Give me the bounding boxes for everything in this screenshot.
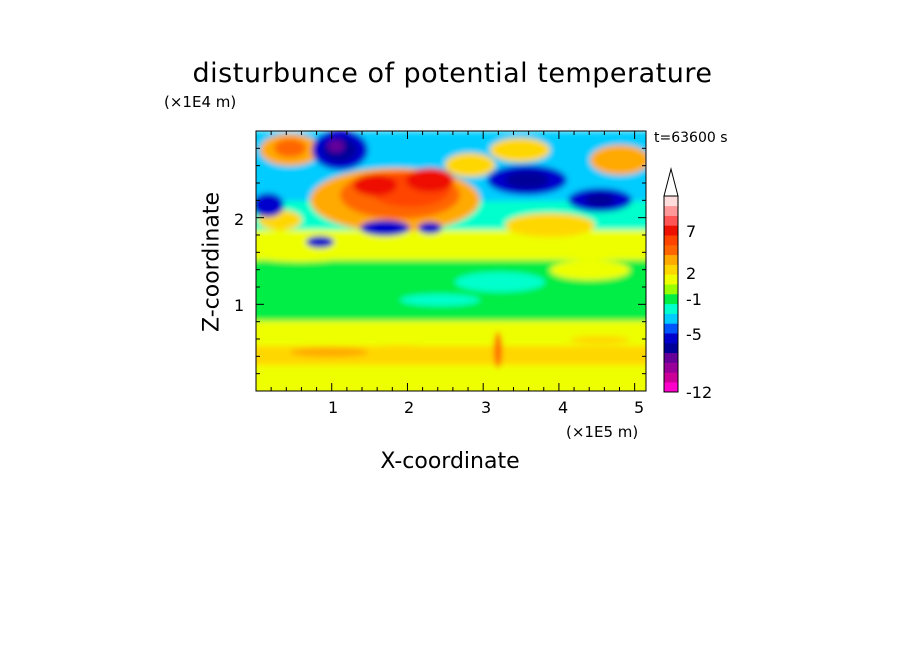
warm-column (494, 332, 502, 368)
colorbar-swatch (664, 352, 678, 363)
field-cell (590, 145, 646, 175)
layer-bottom (256, 360, 646, 391)
field-cell (490, 138, 550, 162)
plot-frame (255, 130, 647, 392)
colorbar-label: -1 (686, 290, 702, 309)
colorbar-swatch (664, 303, 678, 314)
colorbar-swatch (664, 382, 678, 393)
colorbar-swatch (664, 333, 678, 344)
colorbar-swatch (664, 245, 678, 256)
x-tick-label: 1 (328, 398, 339, 417)
colorbar-swatch (664, 235, 678, 246)
field-cell (425, 234, 495, 246)
colorbar-swatch (664, 196, 678, 207)
colorbar-swatch (664, 264, 678, 275)
colorbar-swatch (664, 254, 678, 265)
colorbar (663, 167, 679, 393)
field-cell (505, 171, 549, 189)
colorbar-label: 2 (686, 264, 697, 283)
colorbar-swatch (664, 323, 678, 334)
field-cell (400, 294, 480, 306)
x-tick-label: 3 (481, 398, 492, 417)
y-tick-label: 2 (234, 210, 245, 229)
field-cell (406, 168, 454, 192)
field-cell (256, 193, 284, 217)
field-cell (306, 236, 334, 248)
field-cell (505, 213, 595, 237)
colorbar-label: -5 (686, 325, 702, 344)
orange-streak (290, 347, 370, 357)
colorbar-frame (663, 195, 679, 393)
y-axis-label: Z-coordinate (199, 192, 225, 332)
colorbar-label: -12 (686, 383, 713, 402)
x-tick-label: 2 (404, 398, 415, 417)
colorbar-swatch (664, 294, 678, 305)
colorbar-swatch (664, 274, 678, 285)
field-cell (418, 222, 442, 234)
x-scale-label: (×1E5 m) (566, 423, 639, 441)
colorbar-label: 7 (686, 222, 697, 241)
colorbar-extension (663, 167, 679, 197)
colorbar-swatch (664, 284, 678, 295)
time-label: t=63600 s (654, 130, 728, 146)
chart-title: disturbunce of potential temperature (192, 58, 713, 89)
field-cell (445, 153, 495, 177)
colorbar-swatch (664, 313, 678, 324)
y-tick-label: 1 (234, 296, 245, 315)
field-cell (585, 193, 615, 207)
colorbar-swatch (664, 205, 678, 216)
y-scale-label: (×1E4 m) (164, 93, 237, 111)
colorbar-swatch (664, 215, 678, 226)
field-cell (550, 260, 630, 280)
colorbar-swatch (664, 362, 678, 373)
cyan-streak (455, 272, 545, 292)
contour-field (256, 131, 646, 391)
axis-ticks (256, 131, 646, 391)
x-tick-label: 5 (634, 398, 645, 417)
field-cell (360, 220, 410, 236)
colorbar-swatch (664, 372, 678, 383)
field-cell (328, 140, 344, 152)
field-cell (353, 174, 397, 196)
x-axis-label: X-coordinate (380, 449, 520, 474)
yellow-tongue (256, 238, 360, 262)
colorbar-swatch (664, 343, 678, 354)
field-cell (274, 139, 306, 157)
colorbar-swatch (664, 225, 678, 236)
field-cell (365, 345, 435, 355)
x-tick-label: 4 (558, 398, 569, 417)
field-cell (275, 262, 385, 278)
field-cell (570, 336, 630, 344)
